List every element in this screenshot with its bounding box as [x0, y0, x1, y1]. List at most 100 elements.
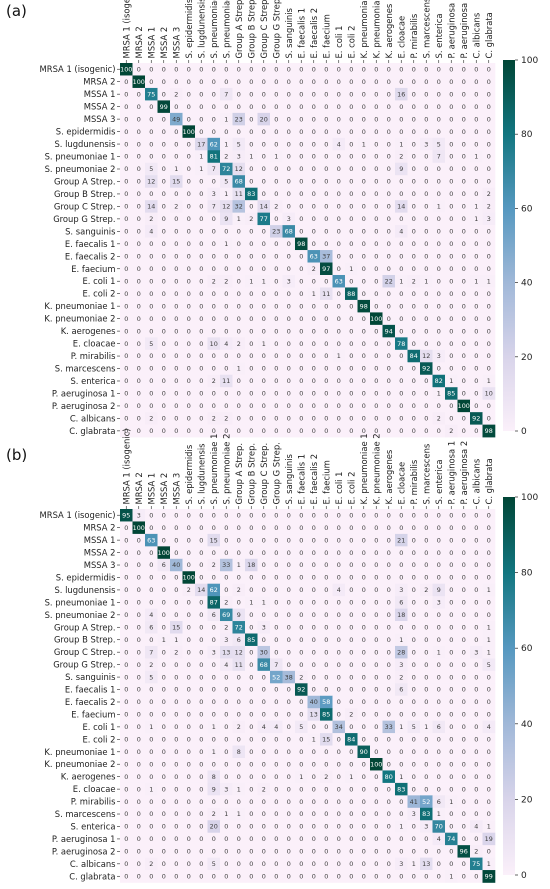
heatmap-cell [157, 212, 171, 226]
colorbar-tick-label: 40 [521, 720, 533, 730]
heatmap-cell [207, 857, 221, 871]
cell-value: 0 [387, 611, 391, 619]
heatmap-cell [207, 312, 221, 326]
cell-value: 0 [437, 860, 441, 868]
heatmap-cell [195, 571, 208, 584]
cell-value: 0 [412, 240, 416, 248]
heatmap-cell [145, 807, 158, 821]
cell-value: 0 [374, 511, 378, 519]
cell-value: 0 [412, 228, 416, 236]
heatmap-cell [182, 75, 196, 89]
heatmap-cell [232, 374, 246, 388]
cell-value: 0 [312, 574, 316, 582]
heatmap-cell [307, 187, 321, 201]
cell-value: 0 [162, 611, 166, 619]
heatmap-cell [482, 782, 496, 796]
cell-value: 0 [437, 190, 441, 198]
cell-value: 2 [212, 810, 216, 818]
heatmap-cell [220, 87, 233, 101]
heatmap-cell [345, 521, 358, 535]
cell-value: 0 [487, 90, 491, 98]
heatmap-cell [157, 374, 171, 388]
heatmap-cell [357, 670, 371, 684]
heatmap-cell [157, 583, 171, 597]
cell-value: 0 [424, 511, 428, 519]
heatmap-cell [195, 533, 208, 547]
cell-value: 0 [399, 402, 403, 410]
heatmap-cell [295, 250, 308, 263]
cell-value: 0 [387, 240, 391, 248]
heatmap-cell [145, 424, 158, 438]
cell-value: 0 [262, 252, 266, 260]
cell-value: 0 [137, 103, 141, 111]
cell-value: 0 [287, 798, 291, 806]
cell-value: 0 [174, 402, 178, 410]
cell-value: 0 [424, 115, 428, 123]
heatmap-cell [270, 287, 283, 301]
cell-value: 0 [137, 698, 141, 706]
heatmap-cell [445, 63, 458, 76]
heatmap-cell [307, 200, 321, 213]
cell-value: 0 [424, 835, 428, 843]
cell-value: 92 [422, 365, 430, 373]
cell-value: 0 [412, 736, 416, 744]
cell-value: 0 [149, 128, 153, 136]
row-label: MSSA 1 [84, 89, 116, 99]
heatmap-cell [470, 274, 483, 288]
heatmap-cell [457, 324, 471, 338]
heatmap-cell [445, 758, 458, 771]
heatmap-cell [357, 857, 371, 871]
cell-value: 0 [174, 290, 178, 298]
cell-value: 0 [237, 352, 241, 360]
cell-value: 0 [374, 203, 378, 211]
heatmap-cell [182, 795, 196, 809]
heatmap-cell [332, 770, 346, 784]
heatmap-cell [432, 187, 446, 201]
heatmap-cell [345, 845, 358, 858]
heatmap-cell [207, 733, 221, 746]
cell-value: 0 [187, 872, 191, 880]
heatmap-cell [220, 125, 233, 139]
heatmap-cell [157, 287, 171, 301]
heatmap-cell [457, 150, 471, 164]
cell-value: 0 [212, 365, 216, 373]
cell-value: 0 [187, 673, 191, 681]
col-label: E. coli 1 [334, 26, 344, 59]
heatmap-cell [157, 399, 171, 413]
cell-value: 6 [162, 561, 166, 569]
heatmap-cell [407, 100, 421, 114]
cell-value: 0 [462, 561, 466, 569]
heatmap-cell [432, 596, 446, 609]
cell-value: 0 [474, 586, 478, 594]
heatmap-cell [182, 820, 196, 833]
heatmap-cell [282, 608, 296, 622]
cell-value: 0 [149, 265, 153, 273]
cell-value: 0 [299, 549, 303, 557]
heatmap-cell [307, 175, 321, 188]
heatmap-cell [157, 596, 171, 609]
cell-value: 1 [487, 823, 491, 831]
cell-value: 1 [249, 599, 253, 607]
cell-value: 0 [137, 90, 141, 98]
heatmap-cell [320, 399, 333, 413]
heatmap-cell [332, 670, 346, 684]
heatmap-cell [382, 807, 396, 821]
col-label: C. albicans [471, 13, 481, 59]
cell-value: 0 [324, 352, 328, 360]
heatmap-cell [320, 621, 333, 634]
cell-value: 0 [299, 128, 303, 136]
heatmap-cell [482, 758, 496, 771]
heatmap-cell [232, 137, 246, 151]
cell-value: 0 [262, 673, 266, 681]
cell-value: 0 [349, 365, 353, 373]
cell-value: 0 [249, 390, 253, 398]
cell-value: 0 [312, 90, 316, 98]
cell-value: 0 [449, 524, 453, 532]
heatmap-cell [345, 820, 358, 833]
cell-value: 0 [337, 798, 341, 806]
heatmap-cell [420, 250, 433, 263]
heatmap-cell [132, 100, 146, 114]
heatmap-cell [170, 63, 183, 76]
heatmap-cell [170, 250, 183, 263]
heatmap-cell [357, 596, 371, 609]
